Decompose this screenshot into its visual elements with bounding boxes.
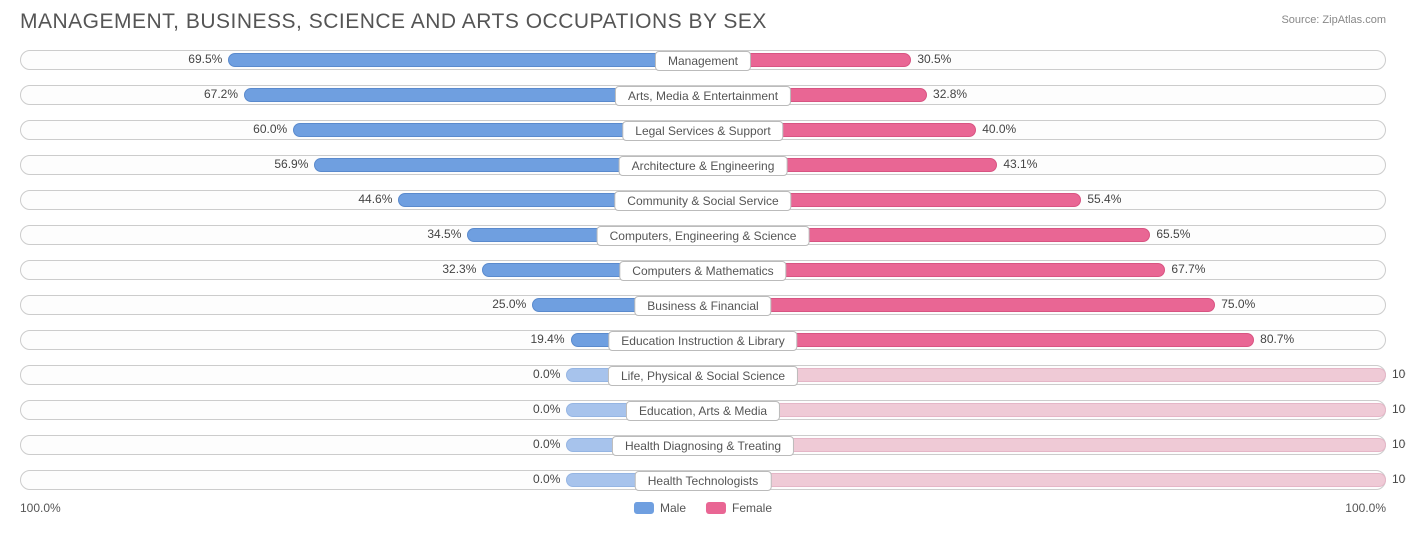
chart-title: MANAGEMENT, BUSINESS, SCIENCE AND ARTS O… <box>20 10 767 34</box>
chart-row: 0.0%100.0%Health Technologists <box>20 466 1386 494</box>
category-label: Health Diagnosing & Treating <box>612 436 794 456</box>
chart-row: 69.5% 30.5% Management <box>20 46 1386 74</box>
category-label: Computers & Mathematics <box>619 261 786 281</box>
chart-row: 19.4% 80.7% Education Instruction & Librar… <box>20 326 1386 354</box>
category-label: Arts, Media & Entertainment <box>615 86 791 106</box>
male-pct-label: 0.0% <box>533 402 560 416</box>
legend-female: Female <box>706 501 772 515</box>
male-pct-label: 25.0% <box>492 297 526 311</box>
female-pct-label: 55.4% <box>1087 192 1121 206</box>
chart-row: 25.0% 75.0% Business & Financial <box>20 291 1386 319</box>
category-label: Health Technologists <box>635 471 772 491</box>
legend-female-label: Female <box>732 501 772 515</box>
male-pct-label: 0.0% <box>533 437 560 451</box>
category-label: Education, Arts & Media <box>626 401 780 421</box>
axis-right-label: 100.0% <box>1345 501 1386 515</box>
category-label: Computers, Engineering & Science <box>597 226 810 246</box>
female-bar <box>703 473 1386 487</box>
male-pct-label: 56.9% <box>274 157 308 171</box>
male-pct-label: 69.5% <box>188 52 222 66</box>
category-label: Legal Services & Support <box>622 121 783 141</box>
male-swatch <box>634 502 654 514</box>
female-pct-label: 100.0% <box>1392 402 1406 416</box>
category-label: Education Instruction & Library <box>608 331 797 351</box>
female-pct-label: 80.7% <box>1260 332 1294 346</box>
category-label: Architecture & Engineering <box>619 156 788 176</box>
male-pct-label: 32.3% <box>442 262 476 276</box>
male-pct-label: 34.5% <box>427 227 461 241</box>
male-pct-label: 60.0% <box>253 122 287 136</box>
female-pct-label: 32.8% <box>933 87 967 101</box>
male-bar <box>228 53 703 67</box>
female-pct-label: 100.0% <box>1392 472 1406 486</box>
chart-row: 34.5% 65.5% Computers, Engineering & Scien… <box>20 221 1386 249</box>
female-pct-label: 100.0% <box>1392 367 1406 381</box>
male-pct-label: 44.6% <box>358 192 392 206</box>
chart-row: 67.2% 32.8% Arts, Media & Entertainment <box>20 81 1386 109</box>
female-bar <box>703 403 1386 417</box>
chart-row: 44.6% 55.4% Community & Social Service <box>20 186 1386 214</box>
chart-row: 0.0%100.0%Health Diagnosing & Treating <box>20 431 1386 459</box>
chart-row: 0.0%100.0%Education, Arts & Media <box>20 396 1386 424</box>
female-bar <box>703 438 1386 452</box>
male-pct-label: 19.4% <box>530 332 564 346</box>
female-pct-label: 30.5% <box>917 52 951 66</box>
category-label: Business & Financial <box>634 296 771 316</box>
male-pct-label: 0.0% <box>533 472 560 486</box>
legend-male: Male <box>634 501 686 515</box>
chart-header: MANAGEMENT, BUSINESS, SCIENCE AND ARTS O… <box>20 10 1386 34</box>
legend-male-label: Male <box>660 501 686 515</box>
female-pct-label: 40.0% <box>982 122 1016 136</box>
female-swatch <box>706 502 726 514</box>
chart-source: Source: ZipAtlas.com <box>1281 14 1386 26</box>
male-pct-label: 67.2% <box>204 87 238 101</box>
axis-left-label: 100.0% <box>20 501 61 515</box>
chart-footer: 100.0% Male Female 100.0% <box>20 501 1386 531</box>
female-bar <box>703 298 1215 312</box>
category-label: Life, Physical & Social Science <box>608 366 798 386</box>
female-pct-label: 65.5% <box>1156 227 1190 241</box>
chart-row: 0.0%100.0%Life, Physical & Social Scienc… <box>20 361 1386 389</box>
chart-area: 69.5% 30.5% Management 67.2% 32.8% Arts, Medi… <box>20 46 1386 494</box>
female-pct-label: 75.0% <box>1221 297 1255 311</box>
chart-row: 56.9% 43.1% Architecture & Engineering <box>20 151 1386 179</box>
male-pct-label: 0.0% <box>533 367 560 381</box>
female-bar <box>703 368 1386 382</box>
female-pct-label: 67.7% <box>1171 262 1205 276</box>
category-label: Community & Social Service <box>614 191 791 211</box>
chart-row: 60.0% 40.0% Legal Services & Support <box>20 116 1386 144</box>
female-pct-label: 100.0% <box>1392 437 1406 451</box>
chart-row: 32.3% 67.7% Computers & Mathematics <box>20 256 1386 284</box>
legend: Male Female <box>634 501 772 515</box>
female-pct-label: 43.1% <box>1003 157 1037 171</box>
category-label: Management <box>655 51 751 71</box>
